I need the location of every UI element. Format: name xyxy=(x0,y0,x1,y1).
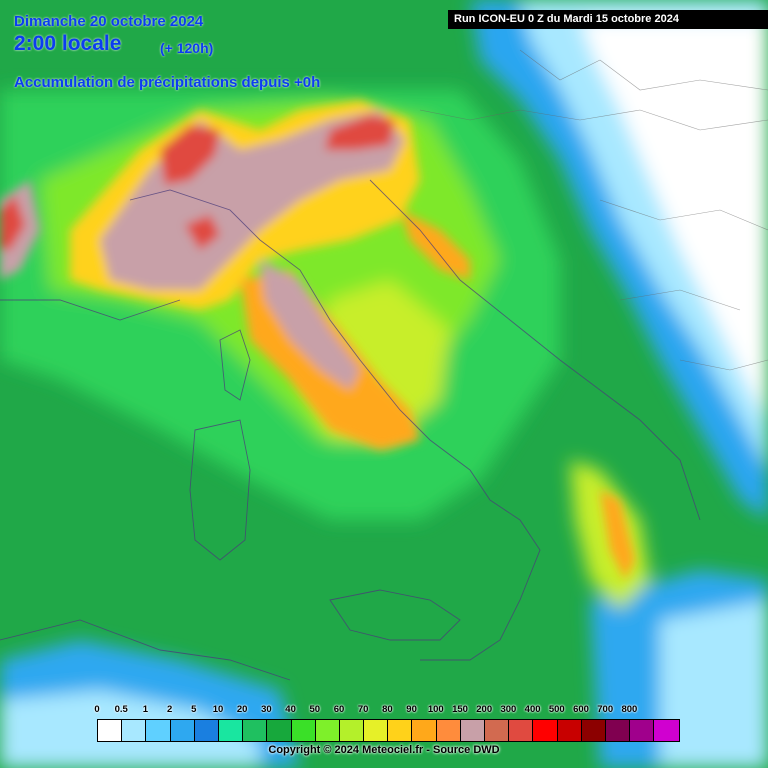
legend-swatch xyxy=(218,720,244,741)
legend-swatch xyxy=(412,720,437,741)
legend-swatch xyxy=(170,720,195,741)
legend-label: 700 xyxy=(597,704,614,715)
legend-swatch xyxy=(630,720,655,741)
legend-label: 300 xyxy=(500,704,517,715)
map-subtitle: Accumulation de précipitations depuis +0… xyxy=(14,74,321,91)
legend-swatch xyxy=(533,720,558,741)
legend-label: 0 xyxy=(94,704,100,715)
legend-swatch xyxy=(509,720,534,741)
legend-swatch xyxy=(194,720,219,741)
legend-label: 150 xyxy=(452,704,468,715)
legend-swatch xyxy=(460,720,485,741)
legend-label: 20 xyxy=(236,704,248,715)
legend-label: 600 xyxy=(573,704,589,715)
legend-label: 200 xyxy=(476,704,493,715)
legend-label: 1 xyxy=(142,704,149,715)
legend-swatch xyxy=(291,720,316,741)
legend-swatch xyxy=(243,720,268,741)
legend-color-scale xyxy=(97,719,680,742)
legend-swatch xyxy=(485,720,510,741)
legend-label: 400 xyxy=(524,704,541,715)
legend-label: 100 xyxy=(427,704,444,715)
legend-swatch xyxy=(122,720,147,741)
legend-label: 800 xyxy=(621,704,638,715)
legend-swatch xyxy=(557,720,582,741)
legend-label: 70 xyxy=(357,704,369,715)
legend-swatch xyxy=(267,720,292,741)
legend-swatch xyxy=(364,720,389,741)
legend-label: 5 xyxy=(191,704,197,715)
legend-label: 40 xyxy=(285,704,296,715)
forecast-date: Dimanche 20 octobre 2024 xyxy=(14,13,204,30)
legend-swatch xyxy=(388,720,413,741)
legend-label: 500 xyxy=(548,704,565,715)
legend-swatch xyxy=(98,720,123,741)
legend-label: 30 xyxy=(261,704,272,715)
legend-label: 0.5 xyxy=(114,704,128,715)
legend-swatch xyxy=(315,720,340,741)
legend-label: 90 xyxy=(406,704,417,715)
legend-labels: 0 0.5 1 2 5 10 20 30 40 50 60 70 80 90 100 150 200 300 400… xyxy=(0,704,768,718)
legend-label: 2 xyxy=(166,704,173,715)
legend-label: 10 xyxy=(212,704,224,715)
legend-label: 80 xyxy=(382,704,393,715)
legend-swatch xyxy=(581,720,606,741)
legend-swatch xyxy=(339,720,365,741)
legend-label: 60 xyxy=(333,704,345,715)
model-run-banner: Run ICON-EU 0 Z du Mardi 15 octobre 2024 xyxy=(448,10,768,29)
forecast-time: 2:00 locale xyxy=(14,32,122,55)
legend-swatch xyxy=(605,720,631,741)
lead-time: (+ 120h) xyxy=(160,40,214,56)
legend-swatch xyxy=(436,720,461,741)
legend-swatch xyxy=(654,720,679,741)
legend-label: 50 xyxy=(309,704,321,715)
legend-swatch xyxy=(146,720,171,741)
copyright-notice: Copyright © 2024 Meteociel.fr - Source D… xyxy=(268,744,500,756)
